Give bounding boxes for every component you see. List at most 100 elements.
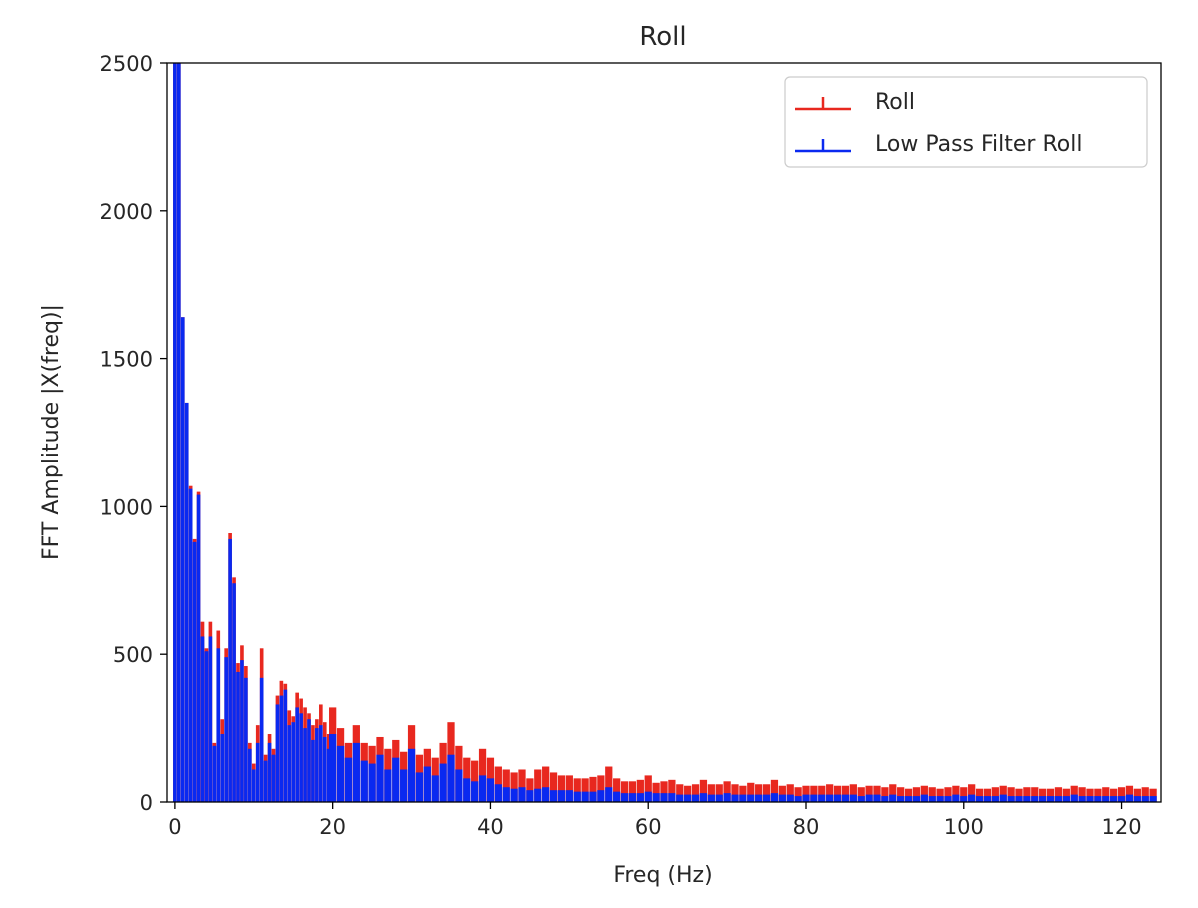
- bar-low-pass: [739, 794, 747, 802]
- bar-low-pass: [204, 651, 209, 802]
- legend-label-roll: Roll: [875, 90, 915, 115]
- y-tick-label: 2500: [100, 52, 153, 76]
- bar-low-pass: [322, 736, 327, 802]
- bar-low-pass: [526, 790, 534, 802]
- bar-low-pass: [952, 794, 960, 802]
- bar-roll: [1039, 788, 1047, 802]
- y-tick-label: 0: [140, 791, 153, 815]
- bar-low-pass: [928, 796, 936, 802]
- bar-low-pass: [628, 793, 637, 802]
- bar-low-pass: [1141, 796, 1149, 802]
- bar-roll: [968, 784, 976, 802]
- bar-low-pass: [368, 763, 376, 802]
- bar-low-pass: [786, 794, 794, 802]
- bar-roll: [739, 785, 747, 802]
- bar-roll: [1149, 788, 1157, 802]
- bar-low-pass: [597, 790, 605, 802]
- bar-roll: [1102, 787, 1110, 802]
- bar-low-pass: [1054, 796, 1063, 802]
- bar-low-pass: [251, 769, 256, 802]
- bar-low-pass: [873, 794, 881, 802]
- bar-roll: [620, 781, 629, 802]
- bar-roll: [597, 775, 605, 802]
- bar-roll: [1141, 787, 1149, 802]
- bar-low-pass: [192, 541, 197, 802]
- bar-roll: [786, 784, 794, 802]
- bar-roll: [873, 785, 881, 802]
- bar-low-pass: [518, 787, 526, 802]
- bar-roll: [644, 775, 652, 802]
- bar-low-pass: [936, 796, 944, 802]
- bar-low-pass: [392, 757, 400, 802]
- legend-entry-low-pass-filter-roll: Low Pass Filter Roll: [795, 132, 1082, 157]
- bar-roll: [778, 785, 786, 802]
- bar-roll: [944, 787, 952, 802]
- bar-roll: [636, 779, 644, 802]
- bar-low-pass: [1007, 796, 1015, 802]
- bar-roll: [841, 785, 850, 802]
- bar-roll: [810, 785, 818, 802]
- bar-low-pass: [542, 787, 550, 802]
- bar-roll: [762, 784, 771, 802]
- bar-roll: [652, 782, 660, 802]
- bar-low-pass: [778, 794, 786, 802]
- bar-roll: [684, 785, 692, 802]
- bar-low-pass: [275, 704, 280, 802]
- bar-roll: [1015, 788, 1023, 802]
- bar-roll: [802, 785, 810, 802]
- bar-low-pass: [196, 494, 201, 802]
- bar-low-pass: [991, 796, 999, 802]
- bar-low-pass: [1070, 794, 1078, 802]
- bar-roll: [723, 781, 731, 802]
- bar-low-pass: [897, 796, 905, 802]
- bar-roll: [668, 779, 676, 802]
- bar-roll: [1078, 787, 1086, 802]
- bar-roll: [1031, 787, 1039, 802]
- bar-low-pass: [881, 796, 889, 802]
- bar-roll: [1007, 787, 1015, 802]
- bar-roll: [534, 769, 542, 802]
- bar-roll: [983, 788, 992, 802]
- bar-low-pass: [173, 63, 177, 802]
- bar-roll: [1117, 787, 1126, 802]
- bar-roll: [1133, 788, 1141, 802]
- y-tick-label: 1000: [100, 495, 153, 519]
- bar-low-pass: [259, 677, 264, 802]
- bar-roll: [557, 775, 566, 802]
- bar-low-pass: [360, 760, 368, 802]
- legend-box: [784, 76, 1148, 168]
- bar-low-pass: [447, 754, 455, 802]
- bar-roll: [755, 784, 763, 802]
- bar-roll: [1046, 788, 1055, 802]
- bar-roll: [549, 772, 558, 802]
- bar-low-pass: [1039, 796, 1047, 802]
- bar-roll: [975, 788, 984, 802]
- x-tick-label: 0: [168, 815, 181, 839]
- bar-low-pass: [691, 794, 700, 802]
- bar-low-pass: [573, 791, 581, 802]
- bar-roll: [613, 778, 621, 802]
- bar-low-pass: [1078, 796, 1086, 802]
- bar-low-pass: [283, 689, 288, 802]
- bar-roll: [542, 766, 550, 802]
- x-axis: 0 20 40 60 80 100 120: [168, 802, 1142, 839]
- bar-roll: [794, 787, 802, 802]
- bar-low-pass: [180, 317, 185, 802]
- bar-low-pass: [1125, 794, 1134, 802]
- legend-entry-roll: Roll: [795, 90, 915, 115]
- bar-low-pass: [660, 793, 668, 802]
- bar-low-pass: [336, 745, 345, 802]
- bar-low-pass: [802, 794, 810, 802]
- bar-low-pass: [613, 791, 621, 802]
- bar-roll: [581, 778, 589, 802]
- bar-low-pass: [589, 791, 597, 802]
- bar-roll: [770, 779, 779, 802]
- bar-roll: [904, 788, 913, 802]
- bar-low-pass: [240, 660, 244, 802]
- bar-low-pass: [228, 538, 232, 802]
- bar-low-pass: [699, 793, 708, 802]
- bar-low-pass: [975, 796, 984, 802]
- bar-low-pass: [244, 677, 248, 802]
- bar-roll: [999, 785, 1007, 802]
